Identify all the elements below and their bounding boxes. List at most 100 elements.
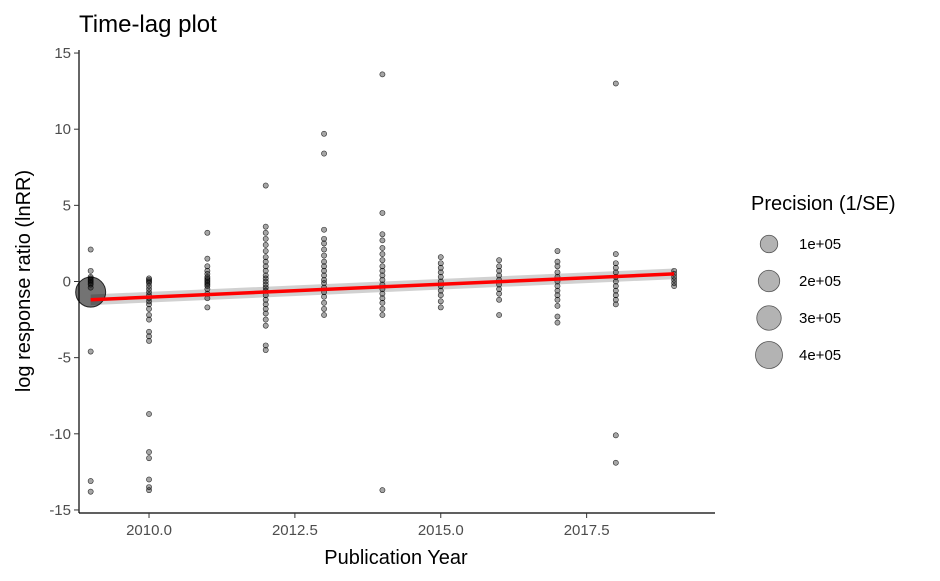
y-tick-label: 5 (63, 197, 71, 214)
data-point (496, 312, 503, 318)
data-point (496, 272, 503, 279)
data-point (87, 348, 94, 355)
y-tick-label: -15 (49, 502, 71, 519)
data-point (262, 235, 269, 242)
data-point (146, 337, 152, 344)
data-point (612, 283, 619, 289)
x-tick-label: 2010.0 (126, 522, 172, 539)
legend-entry-label: 2e+05 (799, 273, 841, 290)
data-point (554, 313, 561, 320)
data-point (379, 237, 386, 244)
data-point (379, 306, 386, 312)
data-point (262, 263, 269, 270)
data-point (87, 280, 94, 286)
data-point (321, 252, 327, 259)
data-point (204, 229, 211, 236)
legend-title: Precision (1/SE) (751, 193, 896, 215)
data-point (612, 251, 619, 257)
data-point (262, 281, 269, 288)
data-point (262, 347, 269, 353)
data-point (262, 242, 269, 248)
data-point (379, 251, 386, 257)
data-point (262, 229, 269, 236)
data-point (321, 130, 327, 137)
data-point (146, 484, 152, 491)
data-point (379, 277, 386, 283)
data-point (554, 302, 561, 309)
data-point (437, 274, 444, 280)
data-point (379, 267, 386, 274)
data-point (321, 306, 327, 312)
data-point (379, 231, 386, 238)
data-point (612, 264, 619, 271)
data-point (321, 258, 327, 265)
data-point (262, 254, 269, 261)
data-point (262, 248, 269, 254)
data-point (496, 296, 503, 303)
data-point (146, 301, 152, 308)
data-point (146, 476, 152, 483)
data-point (321, 277, 327, 283)
data-point (437, 287, 444, 294)
data-point (87, 277, 94, 283)
data-point (262, 342, 269, 349)
data-point (262, 301, 269, 308)
data-point (321, 299, 327, 306)
data-point (87, 274, 94, 280)
data-point (612, 278, 619, 285)
data-point (496, 286, 503, 293)
legend-entries: 1e+05 2e+05 3e+05 4e+05 (755, 234, 841, 369)
data-point (146, 316, 152, 323)
legend-size-key (757, 269, 781, 293)
data-point (321, 263, 327, 270)
data-point (379, 263, 386, 270)
data-point (146, 289, 152, 296)
fit-line (90, 272, 675, 302)
data-point (671, 277, 678, 283)
data-point (262, 322, 269, 329)
legend-entry-label: 1e+05 (799, 236, 841, 253)
data-point (204, 295, 211, 302)
data-point (146, 280, 152, 286)
data-point (554, 263, 561, 270)
legend-size-key (755, 341, 783, 369)
data-point (321, 246, 327, 253)
data-point (146, 283, 152, 289)
data-point (554, 296, 561, 303)
data-point (321, 150, 327, 157)
data-point (87, 284, 94, 291)
data-point (379, 71, 386, 78)
x-tick-label: 2012.5 (272, 522, 318, 539)
data-point (262, 310, 269, 317)
x-tick-label: 2015.0 (418, 522, 464, 539)
data-point (437, 298, 444, 305)
data-point (262, 272, 269, 279)
data-point (437, 264, 444, 271)
data-point (87, 281, 94, 288)
data-point (262, 223, 269, 230)
data-point (204, 275, 211, 282)
data-point (554, 283, 561, 289)
data-point (204, 281, 211, 288)
y-tick-label: 15 (54, 45, 71, 62)
points-layer (75, 71, 678, 495)
data-point (554, 292, 561, 299)
x-axis-ticks: 2010.0 2012.5 2015.0 2017.5 (126, 513, 610, 539)
data-point (612, 296, 619, 303)
data-point (379, 272, 386, 279)
data-point (262, 182, 269, 189)
data-point (321, 293, 327, 300)
data-point (262, 316, 269, 323)
data-point (379, 210, 386, 216)
data-point (554, 269, 561, 276)
data-point (87, 267, 94, 274)
data-point (87, 275, 94, 282)
data-point (262, 258, 269, 265)
chart-title: Time-lag plot (79, 11, 217, 38)
data-point (554, 258, 561, 265)
data-point (87, 478, 94, 484)
data-point (146, 278, 152, 285)
data-point (204, 283, 211, 289)
data-point (437, 260, 444, 267)
